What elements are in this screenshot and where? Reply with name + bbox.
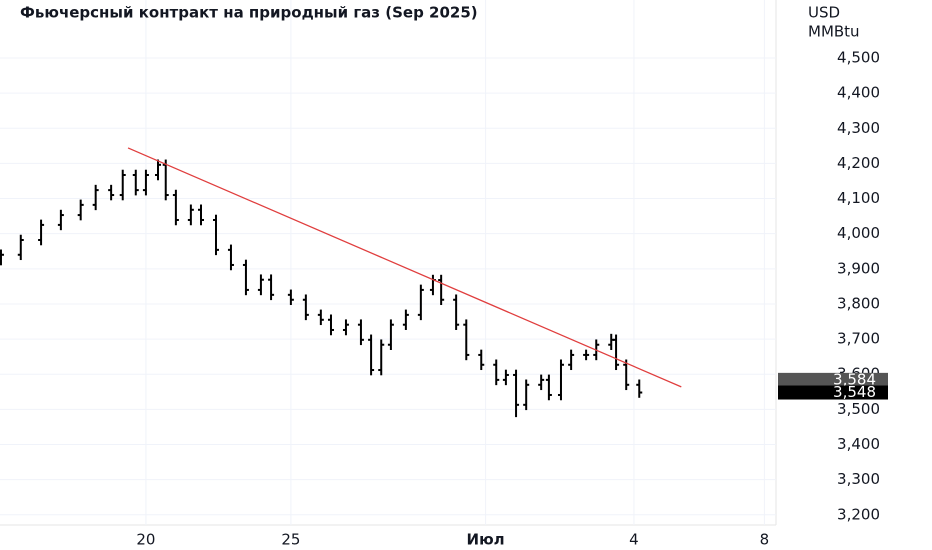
- y-tick-label: 3,800: [837, 294, 880, 312]
- y-tick-label: 3,900: [837, 259, 880, 277]
- y-tick-label: 4,300: [837, 119, 880, 137]
- y-tick-label: 3,300: [837, 470, 880, 488]
- x-tick-label: Июл: [467, 531, 505, 549]
- trend-line: [127, 147, 682, 388]
- axis-unit: USD: [808, 4, 840, 22]
- x-tick-label: 25: [281, 531, 300, 549]
- y-tick-label: 4,100: [837, 189, 880, 207]
- x-tick-label: 8: [760, 531, 770, 549]
- y-tick-label: 4,200: [837, 154, 880, 172]
- y-tick-label: 4,000: [837, 224, 880, 242]
- axis-unit: MMBtu: [808, 23, 860, 41]
- price-label-box: [778, 372, 888, 387]
- chart-title: Фьючерсный контракт на природный газ (Se…: [20, 4, 478, 22]
- y-tick-label: 4,400: [837, 84, 880, 102]
- grid: [0, 0, 776, 525]
- x-tick-label: 4: [629, 531, 639, 549]
- y-tick-label: 3,700: [837, 330, 880, 348]
- plot: [0, 147, 682, 418]
- y-tick-label: 3,500: [837, 400, 880, 418]
- x-tick-label: 20: [136, 531, 155, 549]
- y-tick-label: 3,400: [837, 435, 880, 453]
- price-label-box: [778, 385, 888, 400]
- price-label: 3,584: [833, 370, 876, 388]
- y-tick-label: 3,200: [837, 505, 880, 523]
- y-tick-label: 4,500: [837, 48, 880, 66]
- price-label: 3,548: [833, 383, 876, 401]
